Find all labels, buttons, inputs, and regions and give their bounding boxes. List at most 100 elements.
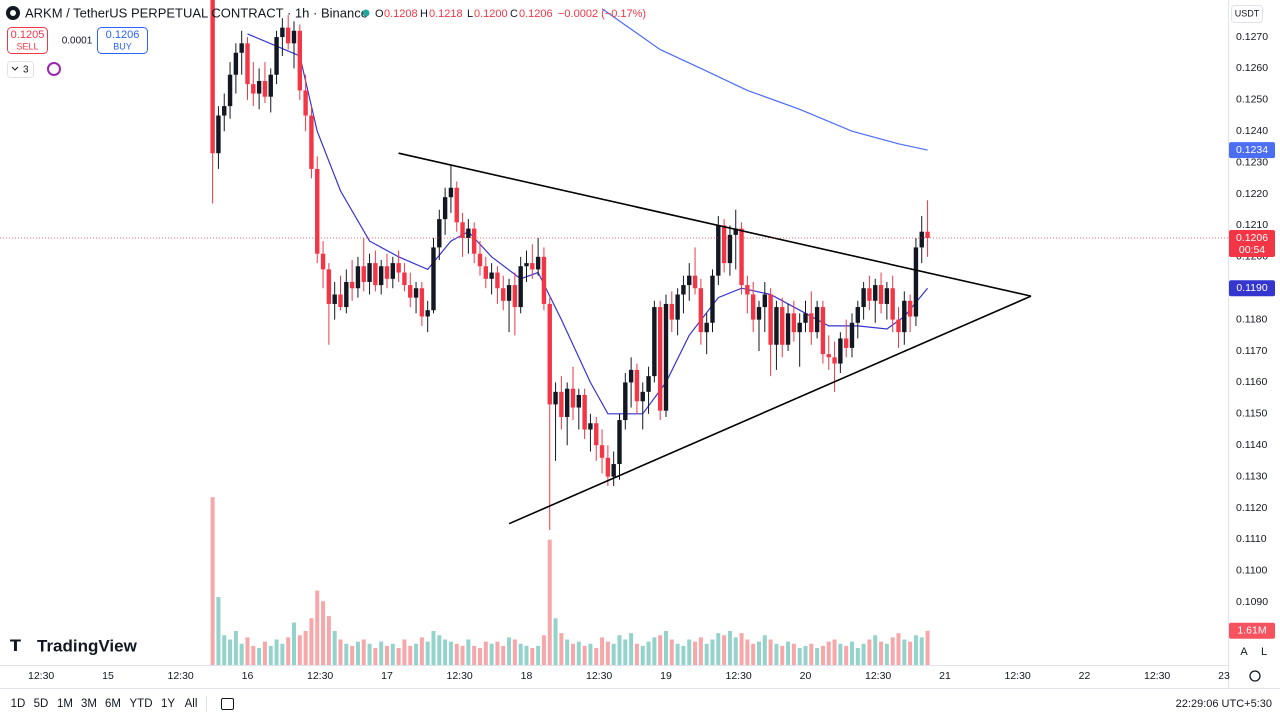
candle-body	[855, 307, 861, 323]
volume-bar	[652, 637, 657, 665]
symbol-title[interactable]: ARKM / TetherUS PERPETUAL CONTRACT · 1h …	[25, 5, 368, 20]
x-tick-label: 12:30	[28, 670, 54, 682]
candle-body	[861, 288, 866, 308]
candle-body	[419, 288, 425, 317]
trendline	[508, 295, 1032, 525]
candle-body	[820, 307, 826, 355]
candle-body	[721, 225, 727, 264]
y-tick-label: 0.1110	[1236, 533, 1267, 545]
candle-body	[611, 464, 616, 477]
log-scale-button[interactable]: L	[1261, 646, 1267, 658]
candle-body	[402, 272, 407, 286]
volume-bar	[501, 645, 506, 665]
range-button[interactable]: 5D	[34, 698, 49, 710]
candle-body	[907, 300, 913, 317]
calendar-icon[interactable]	[221, 698, 234, 710]
sell-button[interactable]	[7, 27, 48, 54]
x-tick-label: 15	[102, 670, 114, 682]
range-button[interactable]: 1D	[11, 698, 26, 710]
candle-body	[396, 263, 401, 273]
candle-body	[512, 285, 518, 308]
ohlc-key: L	[467, 8, 473, 20]
ohlc-value: 0.1200	[474, 8, 508, 20]
volume-bar	[239, 643, 244, 665]
candle-body	[256, 81, 262, 94]
volume-bar	[507, 637, 512, 665]
candle-body	[745, 285, 750, 295]
currency-button[interactable]	[1231, 5, 1263, 23]
range-button[interactable]: 3M	[81, 698, 97, 710]
y-tick-label: 0.1220	[1236, 188, 1268, 200]
candle-body	[843, 338, 849, 348]
candle-body	[425, 310, 430, 317]
candle-body	[216, 115, 221, 154]
indicators-toggle[interactable]	[7, 61, 34, 78]
candle-body	[617, 420, 622, 465]
settings-icon[interactable]	[1249, 670, 1261, 682]
range-button[interactable]: 6M	[105, 698, 121, 710]
candle-body	[716, 225, 721, 276]
candle-body	[460, 222, 465, 238]
y-tick-label: 0.1180	[1236, 313, 1267, 325]
volume-bar	[722, 635, 727, 665]
indicators-count: 3	[23, 65, 29, 76]
volume-bar	[902, 639, 907, 665]
volume-bar	[890, 637, 895, 665]
x-tick-label: 12:30	[447, 670, 473, 682]
volume-bar	[477, 648, 482, 665]
volume-bar	[559, 633, 564, 665]
volume-bar	[402, 639, 407, 665]
volume-bar	[570, 643, 575, 665]
volume-bar	[297, 635, 302, 665]
candle-body	[902, 300, 907, 333]
volume-bar	[669, 639, 674, 665]
candle-body	[309, 115, 314, 169]
candle-body	[803, 313, 808, 323]
candle-body	[518, 266, 523, 308]
volume-bar	[425, 641, 430, 665]
ohlc-key: O	[375, 8, 384, 20]
candle-body	[756, 307, 762, 320]
market-status	[362, 9, 370, 17]
volume-bar	[815, 648, 820, 665]
candle-body	[762, 294, 768, 308]
candle-body	[896, 319, 901, 333]
price-tag	[1229, 142, 1275, 159]
volume-bar	[629, 633, 634, 665]
candle-body	[245, 43, 250, 85]
auto-scale-button[interactable]: A	[1240, 646, 1248, 658]
volume-bar	[582, 645, 587, 665]
range-button[interactable]: 1M	[57, 698, 73, 710]
volume-bar	[547, 539, 552, 665]
candle-body	[506, 285, 512, 301]
candle-body	[251, 84, 256, 94]
candle-body	[809, 313, 814, 333]
candle-body	[588, 423, 593, 430]
candle-body	[378, 266, 384, 286]
buy-button[interactable]	[97, 27, 148, 54]
candle-body	[437, 219, 442, 248]
volume-bar	[379, 641, 384, 665]
volume-bar	[367, 643, 372, 665]
sell-price: 0.1205	[11, 29, 45, 41]
volume-bar	[687, 639, 692, 665]
moving-average	[247, 33, 929, 415]
volume-bar	[512, 639, 517, 665]
candle-body	[227, 74, 233, 107]
volume-bar	[466, 639, 471, 665]
range-button[interactable]: 1Y	[161, 698, 175, 710]
y-tick-label: 0.1230	[1236, 156, 1268, 168]
range-button[interactable]: All	[185, 698, 198, 710]
candle-body	[710, 275, 715, 323]
volume-bar	[588, 643, 593, 665]
y-tick-label: 0.1140	[1236, 439, 1267, 451]
range-button[interactable]: YTD	[130, 698, 153, 710]
price-axis-panel	[1228, 0, 1280, 688]
candle-body	[559, 391, 564, 417]
candle-body	[541, 256, 547, 304]
refresh-icon[interactable]	[47, 62, 61, 76]
candle-body	[524, 263, 529, 267]
candle-body	[692, 275, 698, 289]
x-tick-label: 12:30	[307, 670, 333, 682]
